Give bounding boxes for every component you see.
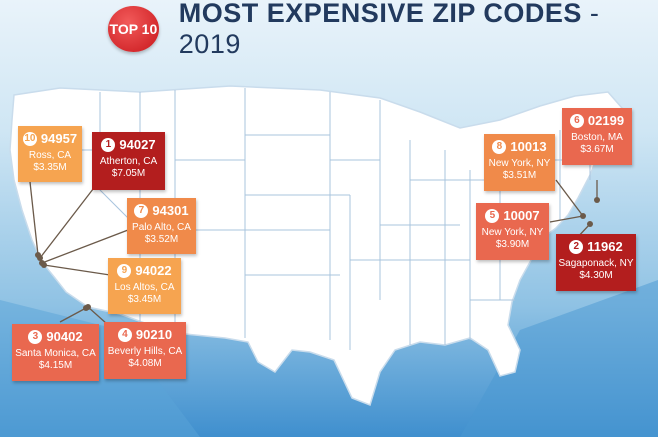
- rank-badge: 1: [101, 137, 116, 152]
- price: $4.08M: [128, 358, 162, 369]
- city-name: Beverly Hills, CA: [107, 346, 183, 357]
- price: $3.45M: [127, 294, 162, 305]
- zip-code: 94957: [40, 131, 78, 146]
- city-name: Los Altos, CA: [114, 282, 175, 293]
- price: $3.90M: [495, 239, 530, 250]
- price: $7.05M: [111, 168, 146, 179]
- card-beverly-hills: 4 90210 Beverly Hills, CA $4.08M: [104, 322, 186, 379]
- city-name: New York, NY: [481, 227, 544, 238]
- price: $4.15M: [38, 360, 73, 371]
- card-atherton: 1 94027 Atherton, CA $7.05M: [92, 132, 165, 190]
- zip-code: 94301: [152, 203, 189, 218]
- zip-code: 90402: [46, 329, 83, 344]
- rank-badge: 6: [569, 113, 584, 128]
- price: $3.67M: [580, 144, 614, 155]
- city-name: Sagaponack, NY: [558, 258, 634, 269]
- price: $3.35M: [33, 162, 67, 173]
- zip-code: 11962: [587, 239, 623, 254]
- card-santa-monica: 3 90402 Santa Monica, CA $4.15M: [12, 324, 99, 381]
- zip-code: 90210: [135, 327, 173, 342]
- title-year: 2019: [178, 29, 241, 59]
- zip-code: 94022: [135, 263, 172, 278]
- zip-code: 10007: [503, 208, 540, 223]
- city-name: Boston, MA: [571, 132, 623, 143]
- zip-code: 10013: [510, 139, 547, 154]
- rank-badge: 9: [117, 263, 132, 278]
- top10-badge: TOP 10: [108, 6, 159, 52]
- city-name: Santa Monica, CA: [15, 348, 96, 359]
- title-text: MOST EXPENSIVE ZIP CODES: [178, 0, 582, 28]
- card-boston: 6 02199 Boston, MA $3.67M: [562, 108, 632, 165]
- state-borders: [60, 88, 591, 350]
- price: $4.30M: [579, 270, 613, 281]
- rank-badge: 3: [28, 329, 43, 344]
- location-dots: [35, 197, 600, 311]
- header: TOP 10 MOST EXPENSIVE ZIP CODES - 2019: [108, 0, 658, 59]
- price: $3.51M: [502, 170, 537, 181]
- rank-badge: 10: [22, 131, 37, 146]
- rank-badge: 2: [569, 239, 584, 254]
- card-palo-alto: 7 94301 Palo Alto, CA $3.52M: [127, 198, 196, 254]
- city-name: Ross, CA: [28, 150, 72, 161]
- zip-code: 02199: [587, 113, 625, 128]
- city-name: Atherton, CA: [99, 156, 158, 167]
- callout-lines: [29, 179, 598, 333]
- rank-badge: 4: [117, 327, 132, 342]
- card-new-york-10013: 8 10013 New York, NY $3.51M: [484, 134, 555, 191]
- card-ross: 10 94957 Ross, CA $3.35M: [18, 126, 82, 182]
- card-new-york-10007: 5 10007 New York, NY $3.90M: [476, 203, 549, 260]
- title-separator: -: [589, 0, 600, 28]
- card-los-altos: 9 94022 Los Altos, CA $3.45M: [108, 258, 181, 314]
- zip-code: 94027: [119, 137, 156, 152]
- rank-badge: 7: [134, 203, 149, 218]
- rank-badge: 8: [492, 139, 507, 154]
- rank-badge: 5: [485, 208, 500, 223]
- city-name: Palo Alto, CA: [132, 222, 191, 233]
- city-name: New York, NY: [488, 158, 551, 169]
- card-sagaponack: 2 11962 Sagaponack, NY $4.30M: [556, 234, 636, 291]
- price: $3.52M: [144, 234, 179, 245]
- page-title: MOST EXPENSIVE ZIP CODES - 2019: [179, 0, 658, 60]
